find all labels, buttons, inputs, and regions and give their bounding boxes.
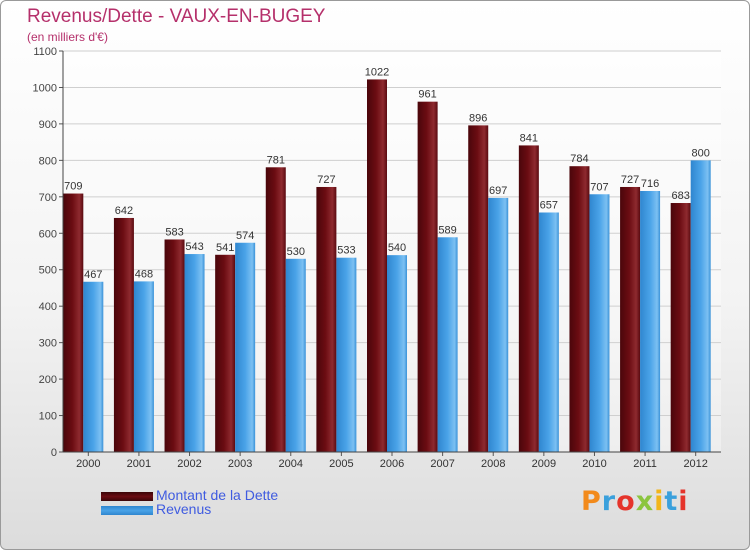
y-tick-label: 500 <box>39 265 57 277</box>
data-label-dette: 784 <box>570 153 588 165</box>
bar-revenus <box>336 257 357 452</box>
bar-dette <box>620 186 641 452</box>
data-label-revenus: 540 <box>388 242 406 254</box>
y-tick-label: 200 <box>39 374 57 386</box>
data-label-revenus: 707 <box>590 181 608 193</box>
bar-revenus <box>589 194 610 452</box>
chart-title: Revenus/Dette - VAUX-EN-BUGEY <box>27 6 326 27</box>
data-label-dette: 841 <box>520 132 538 144</box>
x-tick-label: 2001 <box>127 458 151 470</box>
bar-dette <box>215 254 236 452</box>
bar-revenus <box>437 237 458 452</box>
y-tick-label: 600 <box>39 228 57 240</box>
x-tick-label: 2012 <box>683 458 707 470</box>
y-tick-label: 300 <box>39 338 57 350</box>
y-tick-label: 400 <box>39 301 57 313</box>
x-tick-label: 2000 <box>76 458 100 470</box>
bar-dette <box>670 203 691 452</box>
y-tick-label: 700 <box>39 192 57 204</box>
data-label-revenus: 589 <box>438 224 456 236</box>
y-tick-label: 100 <box>39 411 57 423</box>
y-tick-label: 1100 <box>33 46 57 58</box>
y-tick-label: 900 <box>39 119 57 131</box>
y-tick-label: 800 <box>39 155 57 167</box>
x-tick-label: 2005 <box>329 458 353 470</box>
bar-dette <box>316 186 337 452</box>
bar-dette <box>265 167 286 453</box>
data-label-revenus: 543 <box>185 241 203 253</box>
bar-revenus <box>133 281 154 452</box>
legend-swatch-dette <box>101 492 153 501</box>
x-tick-label: 2007 <box>430 458 454 470</box>
bar-revenus <box>83 281 104 452</box>
data-label-revenus: 657 <box>540 199 558 211</box>
data-label-revenus: 697 <box>489 185 507 197</box>
x-tick-label: 2010 <box>582 458 606 470</box>
data-label-revenus: 800 <box>692 147 710 159</box>
data-label-dette: 541 <box>216 242 234 254</box>
legend-label-dette: Montant de la Dette <box>156 487 279 503</box>
data-label-dette: 1022 <box>365 66 389 78</box>
bar-revenus <box>690 160 711 452</box>
bar-dette <box>468 125 489 452</box>
data-label-revenus: 468 <box>135 268 153 280</box>
data-label-dette: 683 <box>672 190 690 202</box>
bar-revenus <box>387 255 407 452</box>
chart-subtitle: (en milliers d'€) <box>27 30 108 44</box>
y-tick-label: 1000 <box>33 82 57 94</box>
bar-dette <box>417 101 438 453</box>
data-label-revenus: 533 <box>337 245 355 257</box>
x-tick-label: 2009 <box>532 458 556 470</box>
x-tick-label: 2002 <box>177 458 201 470</box>
data-label-dette: 781 <box>267 154 285 166</box>
data-label-dette: 583 <box>165 226 183 238</box>
data-label-dette: 961 <box>418 89 436 101</box>
bar-dette <box>518 145 539 452</box>
bar-revenus <box>538 212 559 452</box>
data-label-revenus: 530 <box>287 246 305 258</box>
data-label-revenus: 716 <box>641 178 659 190</box>
bar-revenus <box>488 197 509 452</box>
x-tick-label: 2006 <box>380 458 404 470</box>
x-tick-label: 2008 <box>481 458 505 470</box>
bar-revenus <box>640 190 661 452</box>
legend-swatch-revenus <box>101 506 153 515</box>
bar-revenus <box>184 254 205 452</box>
data-label-dette: 642 <box>115 205 133 217</box>
bar-revenus <box>235 242 256 452</box>
bar-dette <box>367 79 387 453</box>
bar-dette <box>113 217 134 452</box>
data-label-revenus: 574 <box>236 230 254 242</box>
legend-label-revenus: Revenus <box>156 501 212 517</box>
data-label-dette: 727 <box>317 174 335 186</box>
data-label-dette: 727 <box>621 174 639 186</box>
x-tick-label: 2004 <box>279 458 303 470</box>
bar-dette <box>164 239 185 452</box>
data-label-dette: 709 <box>64 181 82 193</box>
bar-revenus <box>285 258 306 452</box>
y-tick-label: 0 <box>51 447 57 459</box>
data-label-dette: 896 <box>469 112 487 124</box>
bar-dette <box>569 166 590 453</box>
x-tick-label: 2003 <box>228 458 252 470</box>
proxiti-logo: Proxiti <box>581 486 689 517</box>
bar-dette <box>63 193 84 452</box>
data-label-revenus: 467 <box>84 269 102 281</box>
x-tick-label: 2011 <box>633 458 657 470</box>
